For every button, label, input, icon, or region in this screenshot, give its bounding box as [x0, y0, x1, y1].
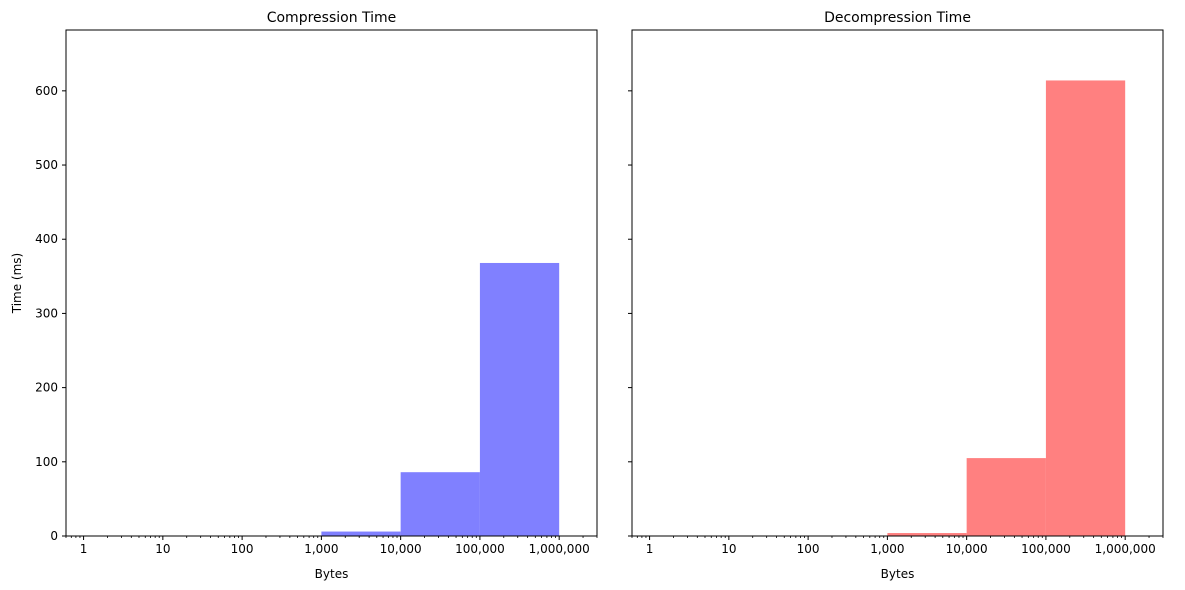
x-tick-label: 1,000,000 [1095, 542, 1156, 556]
bar-group [321, 262, 560, 536]
y-axis-label: Time (ms) [10, 253, 24, 315]
y-tick-label: 600 [35, 84, 58, 98]
x-axis: 1 10 100 1,000 10,000 100,000 1,000,000 [631, 536, 1164, 556]
bar-4 [400, 472, 480, 536]
y-axis [628, 90, 632, 537]
bar-3 [887, 533, 967, 536]
x-tick-label: 10,000 [946, 542, 988, 556]
x-tick-label: 1 [80, 542, 88, 556]
decompression-chart: Decompression Time Bytes 1 10 100 1,000 10,0… [628, 10, 1164, 581]
y-tick-label: 0 [50, 529, 58, 543]
x-tick-label: 10 [721, 542, 736, 556]
bar-4 [966, 458, 1046, 536]
x-axis-label: Bytes [881, 567, 915, 581]
x-axis: 1 10 100 1,000 10,000 100,000 1,000,000 [65, 536, 598, 556]
plot-frame [65, 29, 598, 537]
compression-chart: Compression Time Bytes Time (ms) 0 100 200… [10, 10, 598, 581]
x-tick-label: 100,000 [455, 542, 505, 556]
y-tick-label: 500 [35, 158, 58, 172]
x-tick-label: 100,000 [1021, 542, 1071, 556]
x-tick-label: 1,000,000 [529, 542, 590, 556]
x-tick-label: 1,000 [304, 542, 338, 556]
x-tick-label: 10 [155, 542, 170, 556]
chart-title: Decompression Time [824, 10, 971, 26]
bar-3 [321, 531, 401, 536]
y-tick-label: 400 [35, 232, 58, 246]
x-tick-label: 10,000 [380, 542, 422, 556]
y-axis: 0 100 200 300 400 500 600 [35, 84, 66, 543]
x-tick-label: 100 [231, 542, 254, 556]
bar-group [887, 80, 1126, 537]
y-tick-label: 200 [35, 381, 58, 395]
x-tick-label: 1 [646, 542, 654, 556]
bar-5 [1045, 80, 1126, 537]
y-tick-label: 100 [35, 455, 58, 469]
y-tick-label: 300 [35, 306, 58, 320]
x-tick-label: 1,000 [870, 542, 904, 556]
chart-title: Compression Time [267, 10, 397, 26]
bar-5 [479, 262, 560, 536]
x-axis-label: Bytes [315, 567, 349, 581]
plot-frame [631, 29, 1164, 537]
x-tick-label: 100 [797, 542, 820, 556]
